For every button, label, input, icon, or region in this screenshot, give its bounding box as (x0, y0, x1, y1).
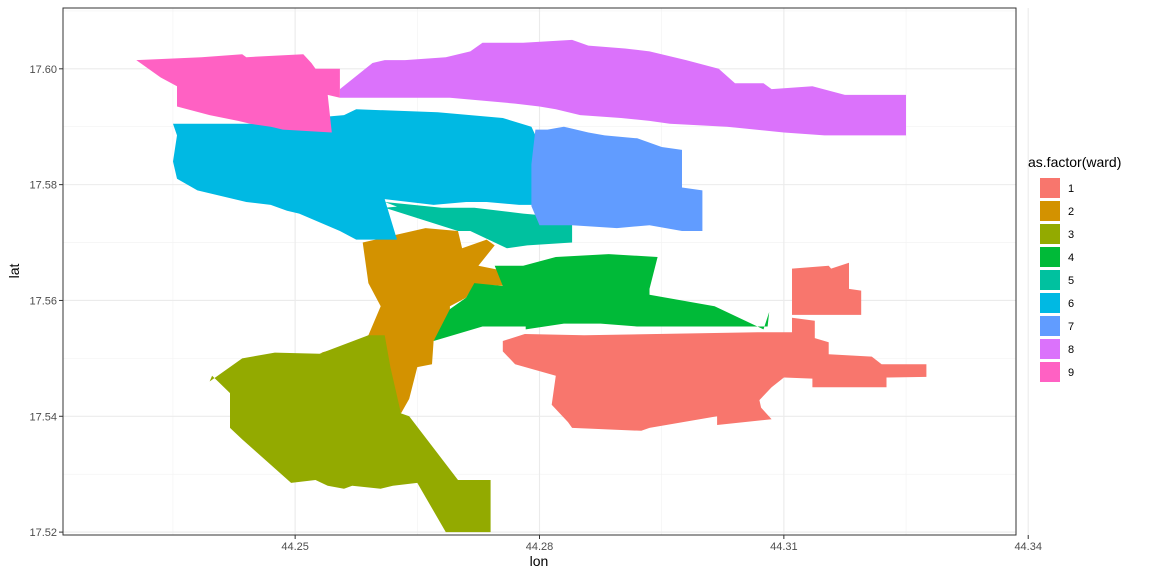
legend-label-6: 6 (1068, 298, 1074, 310)
ward-1-region (502, 317, 927, 431)
x-tick-label: 44.25 (281, 541, 309, 553)
ward-8-region (339, 39, 906, 136)
ward-5-region (384, 202, 573, 249)
legend: as.factor(ward) 1 2 3 4 5 6 7 8 9 (1028, 154, 1121, 382)
legend-key-3 (1040, 224, 1060, 244)
legend-key-7 (1040, 316, 1060, 336)
legend-key-9 (1040, 362, 1060, 382)
ward-regions (136, 39, 927, 533)
legend-key-1 (1040, 178, 1060, 198)
legend-key-2 (1040, 201, 1060, 221)
ward-4-region (433, 254, 770, 341)
x-axis-ticks: 44.25 44.28 44.31 44.34 (281, 535, 1042, 553)
x-axis-title: lon (530, 553, 549, 569)
legend-key-6 (1040, 293, 1060, 313)
legend-label-8: 8 (1068, 344, 1074, 356)
y-tick-label: 17.52 (29, 527, 57, 539)
ward-7-region (531, 126, 703, 231)
x-tick-label: 44.28 (526, 541, 554, 553)
legend-label-9: 9 (1068, 367, 1074, 379)
ward-6-region (173, 109, 540, 240)
ward-1-region (792, 262, 862, 315)
y-tick-label: 17.60 (29, 64, 57, 76)
x-tick-label: 44.34 (1014, 541, 1042, 553)
legend-key-5 (1040, 270, 1060, 290)
y-tick-label: 17.54 (29, 411, 57, 423)
legend-label-7: 7 (1068, 321, 1074, 333)
legend-title: as.factor(ward) (1028, 154, 1121, 170)
legend-label-5: 5 (1068, 275, 1074, 287)
y-axis-ticks: 17.52 17.54 17.56 17.58 17.60 (29, 64, 63, 539)
legend-label-2: 2 (1068, 206, 1074, 218)
y-tick-label: 17.56 (29, 295, 57, 307)
y-tick-label: 17.58 (29, 180, 57, 192)
ward-2-region (321, 228, 507, 414)
ward-9-region (136, 54, 340, 133)
legend-key-4 (1040, 247, 1060, 267)
legend-label-4: 4 (1068, 252, 1074, 264)
y-axis-title: lat (6, 264, 22, 279)
legend-key-8 (1040, 339, 1060, 359)
legend-label-3: 3 (1068, 229, 1074, 241)
ward-3-region (209, 335, 491, 533)
x-tick-label: 44.31 (770, 541, 798, 553)
legend-label-1: 1 (1068, 183, 1074, 195)
